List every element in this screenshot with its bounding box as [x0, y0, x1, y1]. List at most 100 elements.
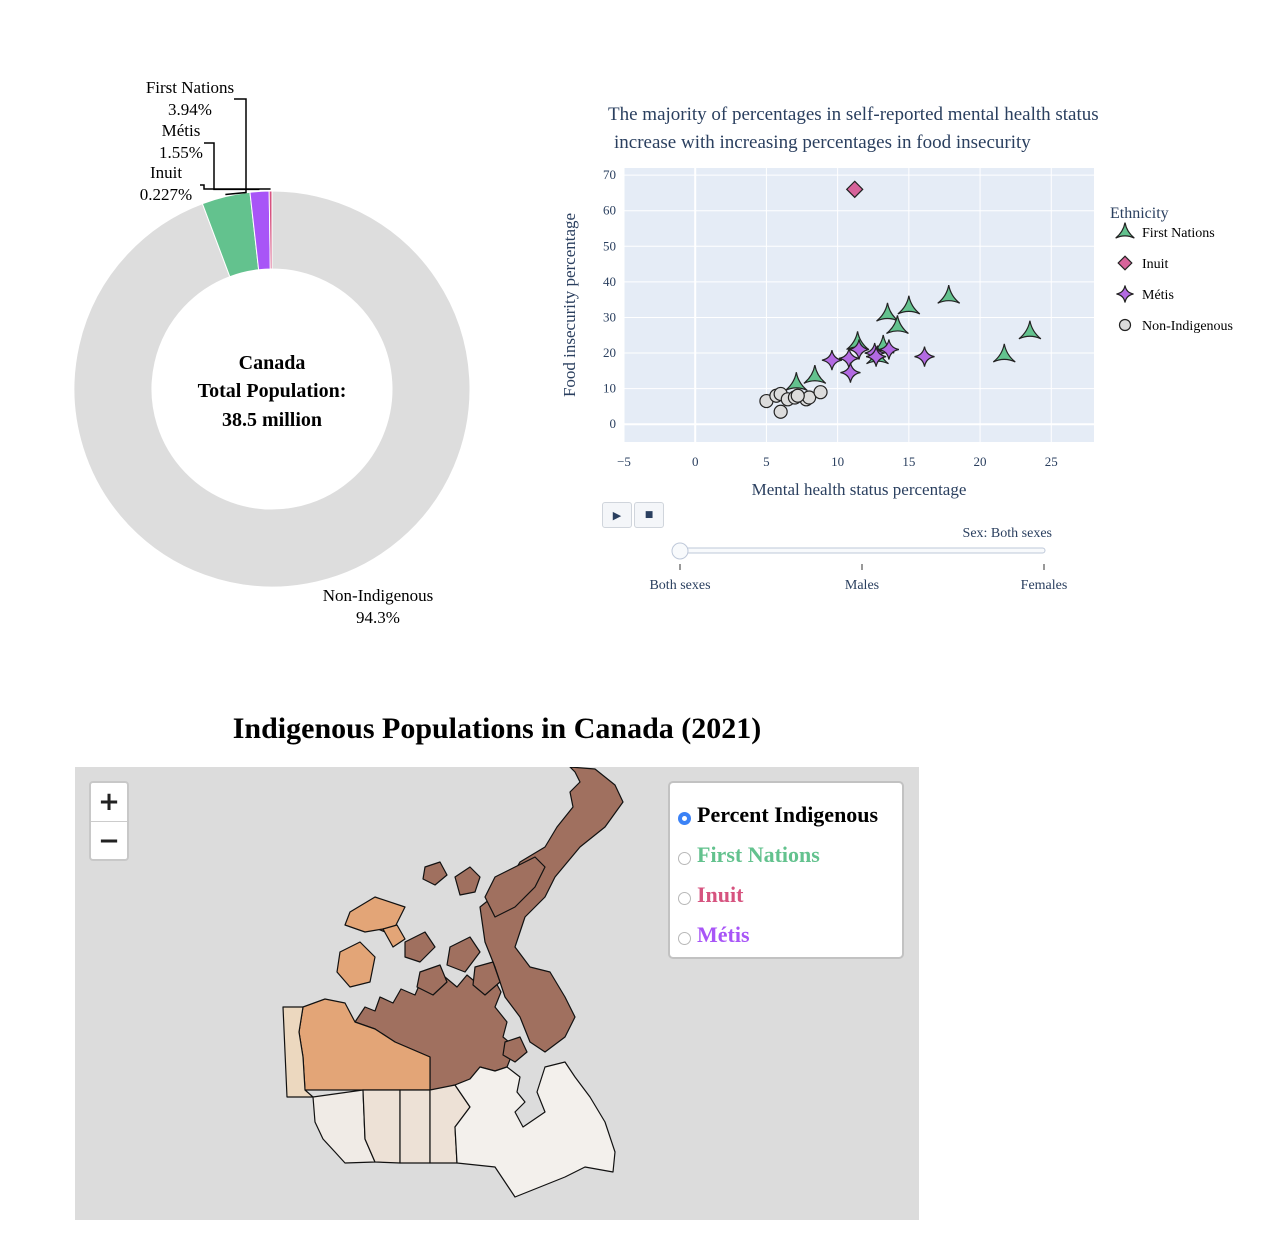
region-yukon[interactable]	[282, 1006, 314, 1098]
point-non-indigenous[interactable]	[813, 385, 828, 400]
y-tick-label: 0	[610, 416, 617, 431]
zoom-in-button[interactable]: +	[98, 787, 120, 817]
point-first-nations[interactable]	[876, 302, 899, 322]
region-nwt-island-2[interactable]	[336, 941, 376, 988]
region-ellesmere-island[interactable]	[484, 856, 546, 918]
region-arctic-island-3[interactable]	[404, 931, 436, 963]
region-arctic-island-4[interactable]	[446, 936, 481, 973]
point-first-nations[interactable]	[937, 284, 961, 304]
slider-track[interactable]	[678, 547, 1046, 554]
sex-slider[interactable]: Sex: Both sexes Both sexes Males Females	[600, 515, 1100, 605]
label-first-nations-name: First Nations	[146, 78, 234, 97]
region-arctic-island-6[interactable]	[472, 961, 501, 996]
layer-radio-1[interactable]	[678, 851, 691, 865]
point-first-nations[interactable]	[1018, 320, 1042, 340]
label-non-indigenous-name: Non-Indigenous	[323, 586, 433, 605]
x-tick-label: 20	[974, 454, 987, 469]
point-first-nations[interactable]	[784, 372, 808, 391]
legend-item-m-tis[interactable]: Métis	[1142, 288, 1174, 303]
canada-map[interactable]	[75, 767, 919, 1220]
point-inuit[interactable]	[845, 180, 864, 199]
point-first-nations[interactable]	[897, 295, 921, 315]
map-view[interactable]: + − Percent Indigenous First Nations Inu…	[75, 767, 919, 1220]
layer-radio-3[interactable]	[678, 931, 691, 945]
region-nwt-island-3[interactable]	[382, 924, 406, 948]
label-metis-value: 1.55%	[159, 143, 203, 162]
point-non-indigenous[interactable]	[773, 404, 788, 419]
region-saskatchewan[interactable]	[399, 1089, 431, 1164]
play-button[interactable]: ▶	[602, 502, 632, 528]
leader-inuit	[200, 184, 271, 190]
layer-option-percent-indigenous[interactable]: Percent Indigenous	[678, 795, 894, 835]
layer-radio-2[interactable]	[678, 891, 691, 905]
point-first-nations[interactable]	[803, 365, 827, 384]
layer-control-panel: Percent Indigenous First Nations Inuit M…	[668, 781, 904, 959]
slider-handle[interactable]	[671, 542, 689, 560]
point-first-nations[interactable]	[886, 315, 909, 335]
point-first-nations[interactable]	[992, 343, 1016, 363]
scatter-legend: First Nations Inuit Métis Non-Indigenous	[1115, 222, 1233, 334]
scatter-y-axis-label: Food insecurity percentage	[560, 213, 579, 397]
zoom-out-button[interactable]: −	[91, 821, 127, 860]
label-first-nations-value: 3.94%	[168, 100, 212, 119]
scatter-title-line2: increase with increasing percentages in …	[614, 132, 1031, 153]
x-tick-label: 10	[831, 454, 844, 469]
y-tick-label: 50	[603, 238, 616, 253]
scatter-gridlines	[623, 168, 1094, 442]
region-arctic-island-1[interactable]	[454, 866, 481, 896]
donut-slice-non-indigenous[interactable]	[73, 190, 471, 588]
donut-chart: Non-Indigenous 94.3% First Nations 3.94% Mét…	[73, 78, 471, 627]
layer-option-first-nations[interactable]: First Nations	[678, 835, 894, 875]
region-arctic-island-2[interactable]	[422, 861, 448, 886]
legend-marker-first-nations	[1115, 222, 1135, 239]
donut-slice-labels: Non-Indigenous 94.3% First Nations 3.94% Mét…	[140, 78, 433, 627]
stop-button[interactable]: ■	[634, 502, 664, 528]
slider-current-label: Sex: Both sexes	[963, 526, 1052, 541]
y-tick-label: 30	[603, 309, 616, 324]
point-m-tis[interactable]	[821, 350, 843, 371]
scatter-x-axis-label: Mental health status percentage	[752, 480, 967, 499]
layer-option-metis[interactable]: Métis	[678, 915, 894, 955]
y-tick-label: 10	[603, 381, 616, 396]
label-metis-name: Métis	[162, 121, 201, 140]
donut-slice-inuit[interactable]	[268, 190, 273, 270]
y-tick-label: 70	[603, 167, 616, 182]
region-hudson-island[interactable]	[502, 1036, 528, 1063]
point-m-tis[interactable]	[914, 346, 935, 367]
legend-item-inuit[interactable]: Inuit	[1142, 257, 1169, 272]
map-title: Indigenous Populations in Canada (2021)	[232, 712, 762, 745]
x-tick-label: 25	[1045, 454, 1058, 469]
slider-step-label-males[interactable]: Males	[845, 578, 879, 593]
stop-icon: ■	[644, 510, 654, 520]
legend-marker-m-tis	[1116, 285, 1134, 303]
scatter-title-line1: The majority of percentages in self-repo…	[608, 104, 1099, 125]
x-tick-label: 5	[763, 454, 770, 469]
point-m-tis[interactable]	[878, 339, 900, 360]
region-east[interactable]	[454, 1061, 616, 1198]
legend-item-non-indigenous[interactable]: Non-Indigenous	[1142, 319, 1233, 334]
point-m-tis[interactable]	[840, 362, 861, 383]
slider-step-label-both-sexes[interactable]: Both sexes	[649, 578, 710, 593]
donut-leader-lines	[200, 98, 271, 196]
region-arctic-island-5[interactable]	[416, 964, 448, 996]
play-icon: ▶	[612, 508, 622, 522]
x-tick-label: 15	[902, 454, 915, 469]
donut-slices	[73, 190, 471, 588]
layer-label-2: Inuit	[697, 882, 744, 907]
layer-label-0: Percent Indigenous	[697, 802, 879, 827]
region-alberta[interactable]	[362, 1089, 401, 1164]
y-tick-label: 40	[603, 274, 616, 289]
point-non-indigenous[interactable]	[790, 388, 805, 403]
layer-option-inuit[interactable]: Inuit	[678, 875, 894, 915]
point-m-tis[interactable]	[848, 339, 870, 360]
legend-item-first-nations[interactable]: First Nations	[1142, 226, 1215, 241]
slider-step-label-females[interactable]: Females	[1021, 578, 1068, 593]
slider-steps: Both sexes Males Females	[649, 564, 1067, 593]
scatter-tick-labels: −5 0 5 10 15 20 25 0 10 20 30 40 50 60 70	[603, 167, 1058, 469]
point-m-tis[interactable]	[865, 346, 887, 367]
layer-radio-0[interactable]	[678, 811, 691, 825]
leader-metis	[204, 142, 260, 191]
layer-label-3: Métis	[697, 922, 750, 947]
donut-center-line2: Total Population:	[198, 380, 347, 402]
region-baffin-island[interactable]	[479, 767, 624, 1053]
